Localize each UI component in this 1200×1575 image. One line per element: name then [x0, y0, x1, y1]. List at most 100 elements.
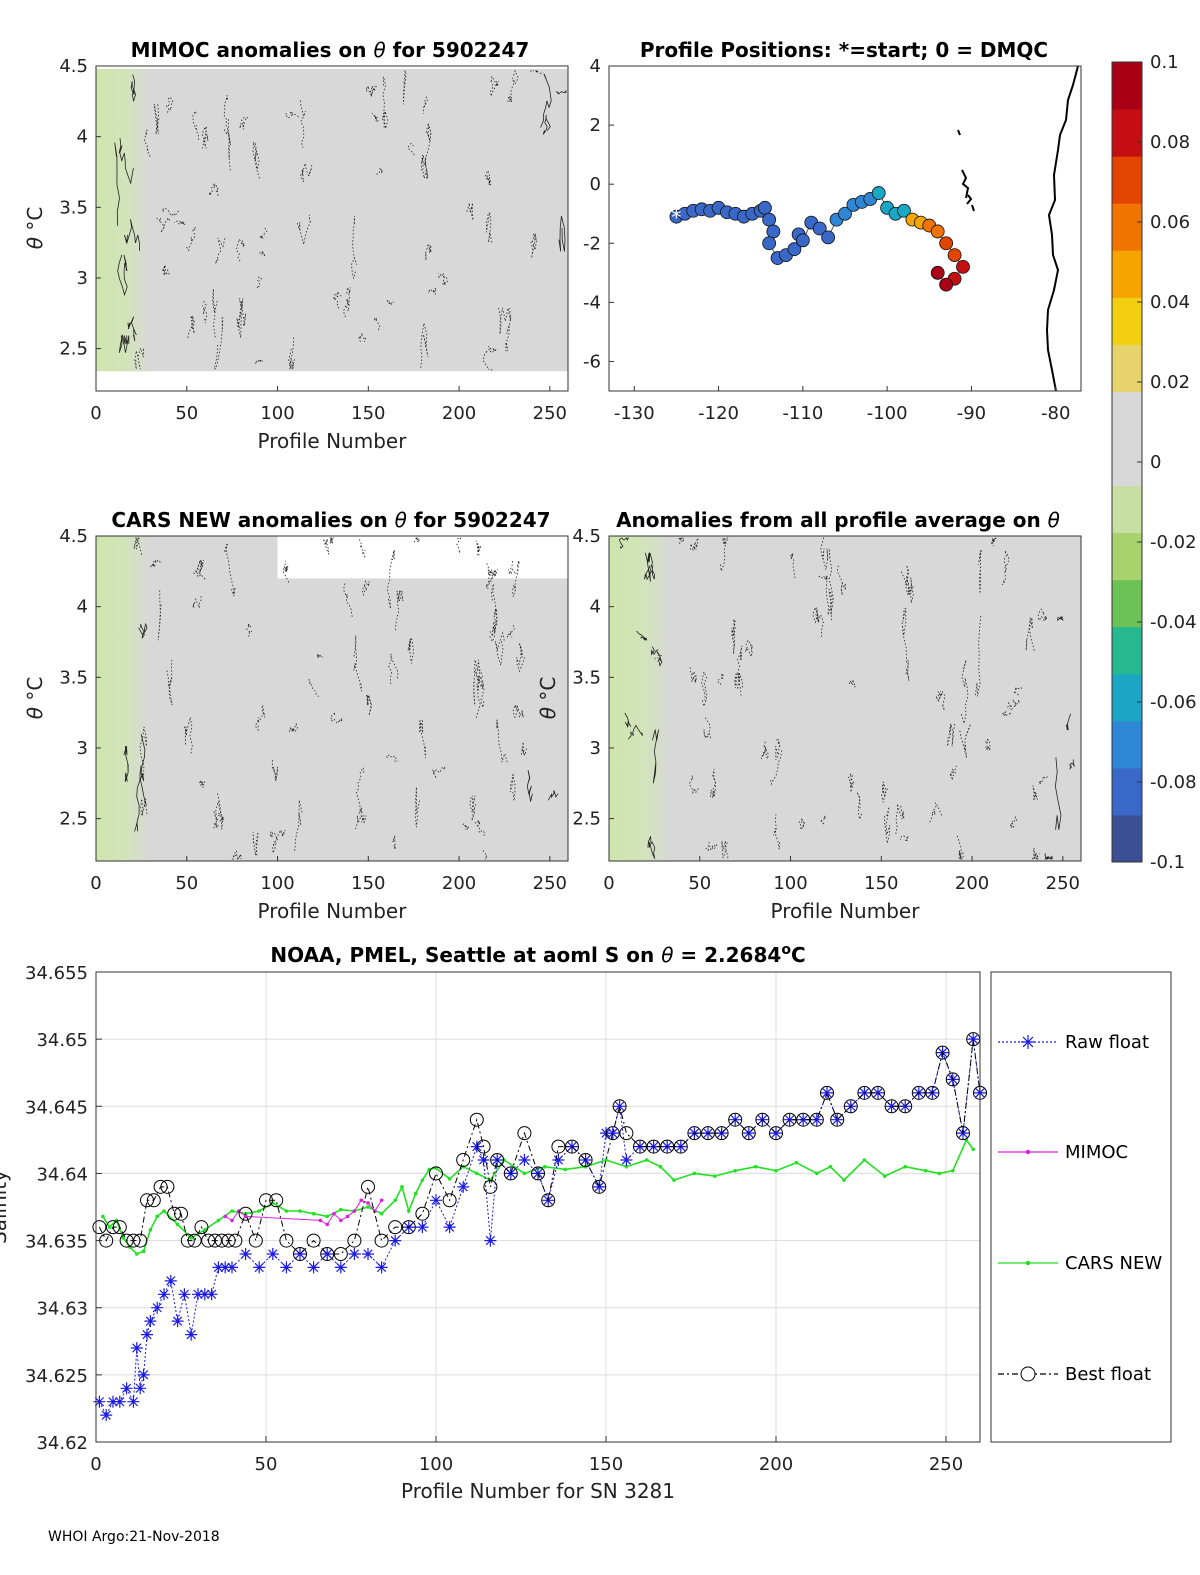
anomaly-contour — [542, 114, 551, 135]
anomaly-contour — [365, 85, 377, 97]
colorbar-tick-label: 0.1 — [1150, 52, 1179, 73]
raw-float-point — [178, 1288, 191, 1301]
best-float-point — [531, 1166, 545, 1181]
best-float-point — [769, 1126, 783, 1141]
colorbar-tick-label: -0.08 — [1150, 772, 1197, 793]
raw-float-point — [185, 1328, 198, 1341]
raw-float-point — [647, 1140, 660, 1153]
best-float-point — [248, 1233, 263, 1248]
y-label-theta: θ — [536, 707, 560, 719]
title-unit: C — [791, 943, 806, 967]
anomaly-contour — [288, 335, 294, 370]
anomaly-contour — [947, 723, 956, 747]
cars-new-point — [155, 1214, 159, 1219]
anomaly-contour — [1037, 608, 1048, 622]
colorbar-cell — [1112, 203, 1142, 251]
anomaly-contour — [373, 317, 381, 332]
cars-new-point — [753, 1164, 758, 1169]
title-suffix: for 5902247 — [386, 38, 530, 62]
anomaly-contour — [895, 803, 905, 835]
missing-data-gap — [277, 536, 568, 579]
cars-new-point — [624, 1164, 629, 1169]
anomaly-contour — [284, 110, 299, 119]
anomaly-contour — [474, 669, 484, 718]
anomaly-contour — [361, 580, 370, 597]
raw-float-point — [130, 1342, 143, 1354]
mimoc-point — [318, 1218, 323, 1223]
anomaly-contour — [213, 817, 219, 829]
y-tick-label: 3.5 — [59, 667, 88, 688]
best-float-point — [782, 1112, 797, 1127]
cars-new-point — [420, 1178, 425, 1182]
anomaly-contour — [1066, 713, 1071, 731]
anomaly-contour — [420, 323, 429, 368]
start-marker: * — [671, 206, 681, 230]
anomaly-contour — [510, 774, 516, 801]
best-float-point — [701, 1126, 715, 1141]
anomaly-contour — [123, 745, 129, 782]
cars-new-point — [543, 1164, 547, 1169]
best-float-point — [333, 1247, 348, 1261]
colorbar-cell — [1112, 767, 1142, 816]
y-axis-label: Salinity — [0, 1170, 11, 1244]
raw-float-point — [484, 1234, 497, 1247]
y-tick-label: 4 — [77, 597, 88, 618]
y-label-theta: θ — [23, 707, 47, 719]
panel-title: MIMOC anomalies on θ for 5902247 — [131, 38, 530, 62]
anomaly-contour — [825, 580, 833, 616]
anomaly-contour — [1039, 775, 1049, 785]
x-tick-label: 150 — [589, 1454, 623, 1475]
best-float-point — [820, 1085, 834, 1100]
anomaly-contour — [272, 829, 286, 854]
anomaly-contour — [198, 780, 206, 790]
y-tick-label: 34.655 — [25, 963, 88, 984]
raw-float-point — [783, 1113, 796, 1126]
colorbar: -0.1 -0.08 -0.06 -0.04 -0.02 0 0.02 0.04 0.06 0.0… — [1111, 52, 1197, 873]
raw-float-point — [810, 1113, 823, 1126]
colorbar-cell — [1112, 532, 1142, 581]
best-float-point — [898, 1099, 913, 1114]
anomaly-contour — [420, 154, 429, 179]
anomaly-contour — [507, 559, 519, 576]
best-float-point — [388, 1220, 403, 1235]
profile-position-marker — [897, 203, 911, 218]
raw-float-point — [113, 1395, 126, 1408]
x-tick-label: 150 — [351, 873, 385, 894]
raw-float-point — [821, 1086, 833, 1099]
anomaly-contour — [731, 619, 736, 655]
best-float-point — [146, 1193, 161, 1208]
raw-float-point — [212, 1261, 225, 1274]
cars-new-point — [101, 1214, 105, 1219]
y-tick-label: 34.635 — [25, 1232, 88, 1253]
y-tick-label: 0 — [590, 174, 601, 195]
legend: Raw float MIMOC CARS NEW Best float — [990, 971, 1172, 1443]
cars-new-point — [522, 1171, 527, 1176]
title-theta: θ — [373, 38, 385, 62]
x-tick-label: 200 — [955, 873, 989, 894]
cars-new-point — [604, 1158, 608, 1162]
legend-marker — [1025, 1149, 1031, 1155]
anomaly-contour — [540, 73, 552, 128]
y-tick-label: 4 — [77, 127, 88, 148]
cars-new-point — [447, 1177, 452, 1181]
legend-label: Best float — [1065, 1364, 1151, 1385]
anomaly-contour — [484, 346, 497, 354]
anomaly-contour — [392, 835, 396, 849]
anomaly-contour — [385, 754, 398, 763]
anomaly-contour — [555, 90, 567, 95]
x-tick-label: 100 — [419, 1454, 453, 1475]
raw-float-point — [872, 1086, 884, 1099]
cars-new-point — [862, 1158, 867, 1162]
best-float-point — [279, 1233, 294, 1248]
raw-float-point — [134, 1382, 147, 1395]
colorbar-tick-label: -0.06 — [1150, 692, 1197, 713]
anomaly-contour — [355, 766, 365, 814]
anomaly-contour — [333, 291, 343, 309]
anomaly-contour — [482, 850, 487, 860]
anomaly-contour — [259, 251, 268, 258]
mimoc-point — [345, 1214, 350, 1219]
y-tick-label: 2.5 — [59, 809, 88, 830]
cars-new-point — [407, 1209, 411, 1213]
best-float-point — [592, 1179, 607, 1194]
colorbar-tick-label: 0.06 — [1150, 212, 1190, 233]
